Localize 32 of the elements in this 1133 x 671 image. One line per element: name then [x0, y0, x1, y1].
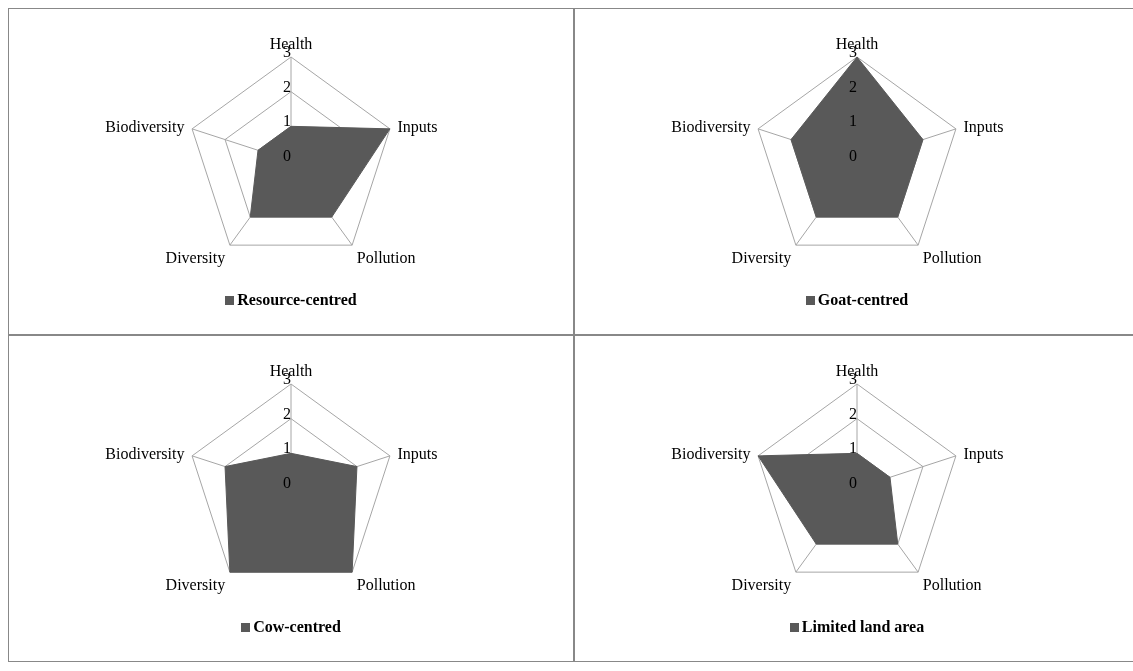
spoke-label: Biodiversity: [105, 118, 185, 137]
y-tick-label: 2: [849, 404, 857, 422]
y-tick-label: 0: [283, 474, 291, 491]
legend-label: Resource-centred: [237, 291, 357, 309]
spoke-label: Pollution: [356, 575, 416, 593]
spoke-label: Inputs: [963, 118, 1004, 137]
y-tick-label: 1: [283, 112, 291, 130]
legend-label: Goat-centred: [817, 291, 909, 309]
spoke-label: Diversity: [165, 575, 226, 594]
spoke-label: Diversity: [165, 248, 226, 267]
spoke-label: Inputs: [963, 445, 1004, 464]
spoke-label: Diversity: [731, 248, 792, 267]
spoke-label: Biodiversity: [671, 118, 751, 137]
spoke-label: Biodiversity: [671, 445, 751, 464]
y-tick-label: 0: [849, 147, 857, 164]
y-tick-label: 2: [283, 77, 291, 95]
spoke-label: Inputs: [397, 118, 438, 137]
spoke-label: Inputs: [397, 445, 438, 464]
legend-label: Limited land area: [801, 618, 925, 636]
y-tick-label: 0: [283, 147, 291, 164]
y-tick-label: 1: [849, 439, 857, 457]
y-tick-label: 2: [849, 77, 857, 95]
spoke-label: Biodiversity: [105, 445, 185, 464]
spoke-label: Pollution: [356, 248, 416, 266]
legend-label: Cow-centred: [253, 618, 341, 636]
y-tick-label: 0: [849, 474, 857, 491]
y-tick-label: 1: [849, 112, 857, 130]
spoke-label: Diversity: [731, 575, 792, 594]
y-tick-label: 1: [283, 439, 291, 457]
spoke-label: Pollution: [922, 248, 982, 266]
spoke-label: Pollution: [922, 575, 982, 593]
y-tick-label: 2: [283, 404, 291, 422]
